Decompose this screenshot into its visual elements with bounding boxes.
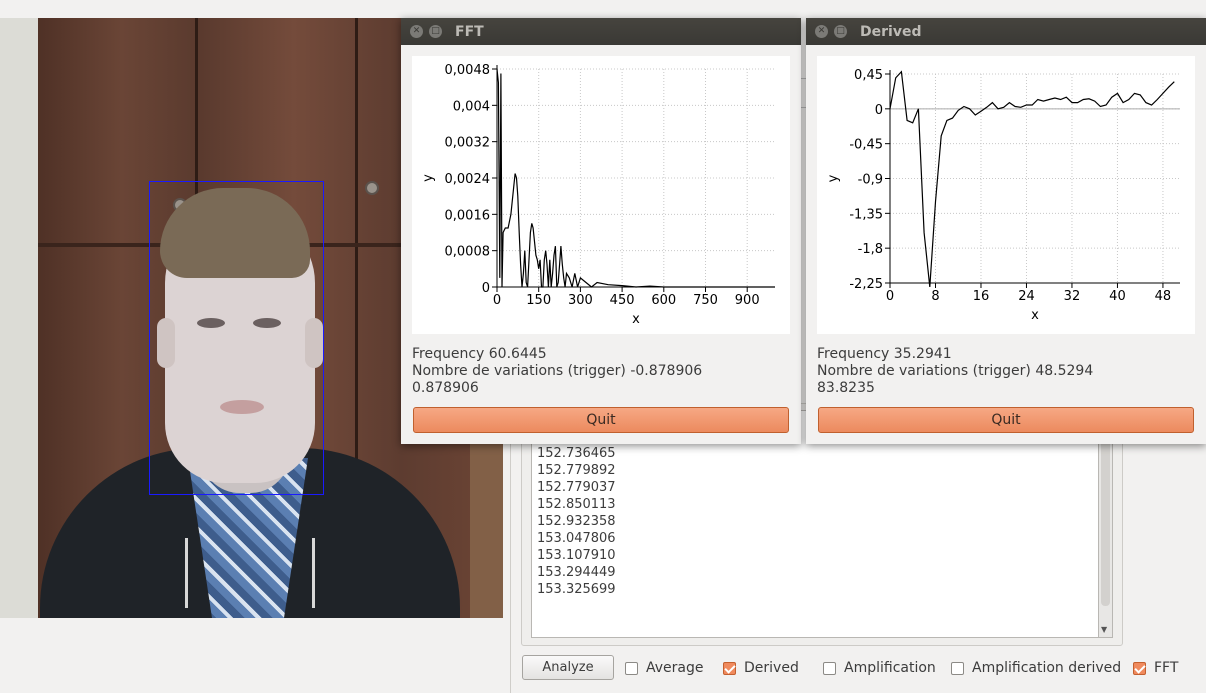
control-bar: Analyze Average Derived Amplification Am… — [511, 654, 1206, 684]
hair — [160, 188, 310, 278]
y-tick-label: -2,25 — [849, 277, 883, 292]
y-tick-label: -1,8 — [858, 242, 883, 257]
value-text: 83.8235 — [817, 380, 875, 396]
face-detection-box — [149, 181, 324, 495]
maximize-icon[interactable]: □ — [429, 25, 442, 38]
checkbox-box[interactable] — [951, 661, 964, 675]
amplification-checkbox[interactable]: Amplification — [823, 660, 936, 676]
y-tick-label: 0,0032 — [445, 136, 491, 151]
y-axis-label: y — [826, 174, 841, 182]
checkbox-box[interactable] — [1133, 661, 1146, 675]
eye — [253, 318, 281, 328]
close-icon[interactable]: ✕ — [815, 25, 828, 38]
frequency-text: Frequency 35.2941 — [817, 346, 952, 362]
x-axis-label: x — [1031, 308, 1039, 323]
x-tick-label: 900 — [735, 293, 760, 308]
derived-checkbox[interactable]: Derived — [723, 660, 799, 676]
chevron-down-icon[interactable]: ▼ — [1101, 625, 1108, 634]
x-tick-label: 16 — [973, 289, 990, 304]
x-tick-label: 750 — [693, 293, 718, 308]
x-tick-label: 8 — [931, 289, 939, 304]
list-item[interactable]: 153.107910 — [537, 548, 616, 563]
y-tick-label: 0 — [482, 281, 490, 296]
x-axis-label: x — [632, 312, 640, 327]
frequency-text: Frequency 60.6445 — [412, 346, 547, 362]
y-tick-label: 0,0008 — [445, 245, 491, 260]
titlebar: ✕ □ Derived — [806, 18, 1206, 45]
y-tick-label: 0,0016 — [445, 208, 491, 223]
y-tick-label: 0,004 — [453, 99, 490, 114]
results-scrollbar[interactable]: ▼ — [1099, 410, 1113, 638]
x-tick-label: 24 — [1018, 289, 1035, 304]
x-tick-label: 150 — [526, 293, 551, 308]
checkbox-label: Amplification derived — [972, 660, 1122, 676]
list-item[interactable]: 152.779037 — [537, 480, 616, 495]
hoodie-string — [185, 538, 188, 608]
checkbox-box[interactable] — [625, 661, 638, 675]
cabinet-seam — [355, 18, 358, 618]
titlebar: ✕ □ FFT — [401, 18, 801, 45]
variations-text: Nombre de variations (trigger) 48.5294 — [817, 363, 1094, 379]
mouth — [220, 400, 264, 414]
cabinet-knob — [365, 181, 379, 195]
x-tick-label: 40 — [1109, 289, 1126, 304]
x-tick-label: 600 — [651, 293, 676, 308]
scrollbar-thumb[interactable] — [1101, 421, 1110, 606]
list-item[interactable]: 152.850113 — [537, 497, 616, 512]
value-text: 0.878906 — [412, 380, 479, 396]
series-line — [889, 70, 1175, 287]
average-checkbox[interactable]: Average — [625, 660, 704, 676]
x-tick-label: 48 — [1155, 289, 1172, 304]
y-tick-label: 0,0024 — [445, 172, 491, 187]
ear — [305, 318, 323, 368]
fft-plot: 0 150 300 450 600 750 900 0 0,0008 0,0016 0,0024 0,… — [412, 56, 790, 334]
x-tick-label: 450 — [610, 293, 635, 308]
x-tick-label: 300 — [568, 293, 593, 308]
list-item[interactable]: 152.932358 — [537, 514, 616, 529]
window-title: Derived — [860, 24, 922, 40]
list-item[interactable]: 153.325699 — [537, 582, 616, 597]
checkbox-label: Derived — [744, 660, 799, 676]
fft-checkbox[interactable]: FFT — [1133, 660, 1178, 676]
fft-window: ✕ □ FFT 0 150 300 450 600 750 900 0 0,0008 0,0016… — [401, 18, 801, 444]
ear — [157, 318, 175, 368]
y-tick-label: 0 — [875, 103, 883, 118]
maximize-icon[interactable]: □ — [834, 25, 847, 38]
series-line — [496, 68, 775, 288]
derived-plot: 0 8 16 24 32 40 48 0,45 0 -0,45 -0,9 -1,35 -1,8 -2,25… — [817, 56, 1195, 334]
y-axis-label: y — [421, 174, 436, 182]
eye — [197, 318, 225, 328]
list-item[interactable]: 152.736465 — [537, 446, 616, 461]
quit-button[interactable]: Quit — [413, 407, 789, 433]
hoodie-string — [312, 538, 315, 608]
checkbox-box[interactable] — [823, 661, 836, 675]
y-tick-label: -0,45 — [849, 138, 883, 153]
results-list[interactable]: 152.558319152.635300152.736465152.779892… — [531, 410, 1099, 638]
close-icon[interactable]: ✕ — [410, 25, 423, 38]
checkbox-label: FFT — [1154, 660, 1179, 676]
y-tick-label: -1,35 — [849, 207, 883, 222]
list-item[interactable]: 152.779892 — [537, 463, 616, 478]
window-title: FFT — [455, 24, 484, 40]
y-tick-label: 0,45 — [854, 68, 883, 83]
checkbox-label: Average — [646, 660, 704, 676]
derived-window: ✕ □ Derived 0 8 16 24 32 40 48 0,45 0 -0,45 -0,9 -1… — [806, 18, 1206, 444]
checkbox-box[interactable] — [723, 661, 736, 675]
amplification-derived-checkbox[interactable]: Amplification derived — [951, 660, 1121, 676]
checkbox-label: Amplification — [844, 660, 936, 676]
x-tick-label: 0 — [886, 289, 894, 304]
y-tick-label: 0,0048 — [445, 63, 491, 78]
list-item[interactable]: 153.294449 — [537, 565, 616, 580]
x-tick-label: 32 — [1064, 289, 1081, 304]
variations-text: Nombre de variations (trigger) -0.878906 — [412, 363, 703, 379]
list-item[interactable]: 153.047806 — [537, 531, 616, 546]
y-tick-label: -0,9 — [858, 173, 883, 188]
quit-button[interactable]: Quit — [818, 407, 1194, 433]
analyze-button[interactable]: Analyze — [522, 655, 614, 680]
x-tick-label: 0 — [493, 293, 501, 308]
